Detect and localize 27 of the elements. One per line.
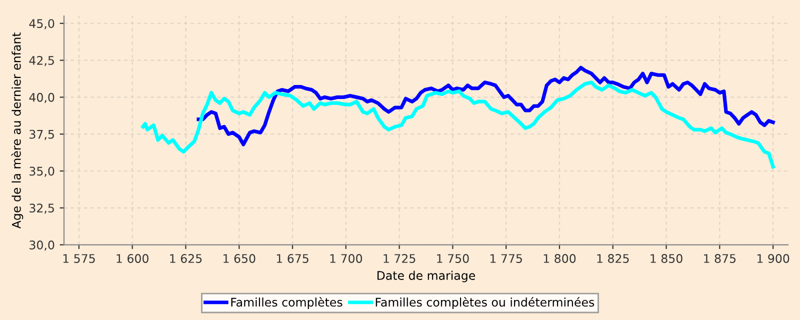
x-tick-label: 1 625: [170, 254, 202, 263]
x-tick-label: 1 725: [384, 254, 416, 263]
y-tick-label: 42,5: [29, 56, 54, 66]
y-axis-title: Age de la mère au dernier enfant: [11, 32, 24, 229]
line-series: [141, 80, 775, 168]
legend-label: Familles complètes: [231, 297, 342, 309]
y-tick-label: 30,0: [30, 240, 54, 251]
x-tick-label: 1 700: [330, 254, 362, 263]
x-tick-label: 1 800: [544, 254, 576, 263]
x-tick-label: 1 775: [490, 254, 522, 263]
y-tick-label: 45,0: [29, 19, 54, 30]
x-axis-title: Date de mariage: [377, 270, 476, 282]
x-tick-label: 1 825: [597, 254, 629, 263]
x-tick-label: 1 600: [116, 254, 148, 263]
x-tick-label: 1 850: [650, 254, 682, 263]
x-tick-label: 1 750: [437, 254, 469, 263]
x-tick-label: 1 675: [276, 254, 308, 263]
y-tick-label: 37,5: [30, 130, 54, 140]
y-tick-label: 32,5: [30, 204, 54, 214]
y-tick-label: 35,0: [30, 166, 54, 177]
x-tick-label: 1 575: [63, 254, 95, 263]
x-tick-label: 1 900: [757, 254, 790, 263]
legend-label: Familles complètes ou indéterminées: [376, 297, 594, 309]
x-tick-label: 1 875: [704, 254, 736, 263]
line-series: [196, 66, 775, 146]
y-tick-label: 40,0: [29, 92, 54, 104]
x-tick-label: 1 650: [224, 254, 256, 263]
